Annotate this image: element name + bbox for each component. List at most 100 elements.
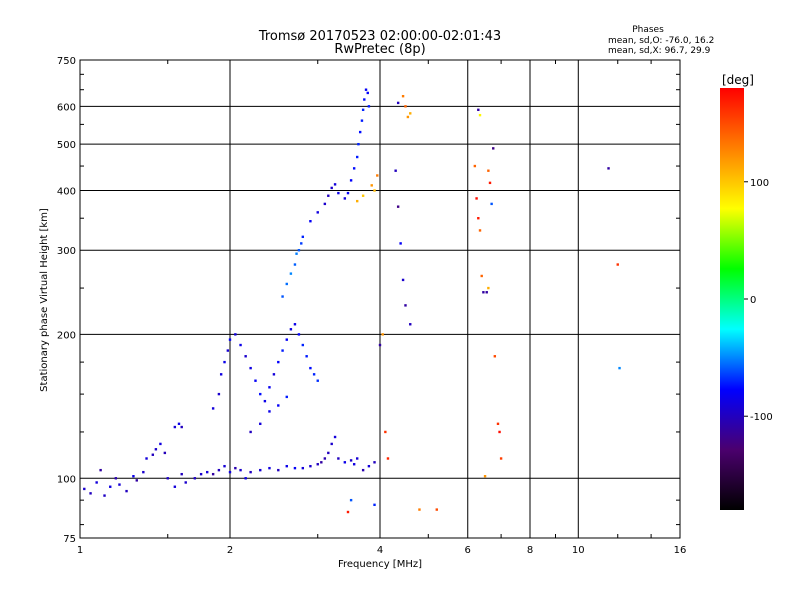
data-point [498,430,501,434]
data-point [376,174,379,177]
data-point [490,202,493,206]
data-point [289,272,293,275]
data-point [480,274,483,278]
data-point [177,422,181,426]
data-point [355,199,359,203]
data-point [475,197,478,200]
data-point [373,503,376,507]
x-tick-label: 16 [674,545,687,556]
data-point [125,489,128,493]
data-point [234,333,237,336]
data-point [373,461,376,464]
data-point [301,466,305,470]
data-point [226,349,230,352]
data-point [228,470,232,474]
data-point [316,379,319,382]
data-point [159,442,162,446]
data-point [99,468,102,472]
data-point [349,179,353,182]
data-point [184,481,187,484]
data-point [352,463,356,466]
data-point [205,470,209,474]
data-point [396,205,400,208]
data-point [103,494,106,497]
data-point [478,229,482,232]
data-point [346,191,350,195]
data-point [346,510,350,514]
y-axis-ticks: 75 100 200 300 400 500 600 750 [57,56,680,545]
y-tick-label: 75 [63,534,76,545]
data-point [337,457,340,460]
colorbar [720,88,744,510]
data-point [154,448,158,451]
data-point [409,323,412,326]
data-point [349,459,353,462]
data-point [193,477,197,480]
data-point [173,485,177,488]
data-point [316,463,319,466]
x-tick-label: 2 [227,545,233,556]
data-point [309,366,312,370]
data-point [249,470,252,474]
data-point [114,477,118,480]
data-point [277,468,280,472]
data-point [285,464,288,468]
data-point [309,220,312,223]
y-tick-label: 300 [57,246,76,257]
data-point [394,169,397,172]
data-point [360,119,364,122]
data-point [163,451,167,455]
data-point [399,242,402,245]
data-point [268,386,271,389]
x-axis-label: Frequency [MHz] [338,559,422,570]
data-point [293,323,297,326]
data-point [285,282,288,286]
data-point [477,217,480,220]
data-point [295,252,298,255]
data-point [485,291,488,294]
data-point [435,508,438,511]
data-point [259,468,262,472]
y-tick-label: 200 [57,330,76,341]
phases-o-stats: mean, sd,O: -76.0, 16.2 [608,36,714,46]
data-point [349,498,353,502]
data-point [263,399,267,403]
data-point [327,194,330,197]
data-point [333,183,337,186]
data-point [249,366,252,370]
chart-title: Tromsø 20170523 02:00:00-02:01:43 [258,29,501,44]
data-point [363,98,366,101]
data-point [496,422,500,426]
data-point [254,379,257,382]
data-point [330,442,333,446]
data-point [268,466,271,470]
data-point [151,453,155,456]
data-point [180,472,183,476]
colorbar-tick-label: -100 [750,412,773,423]
data-point [618,366,621,370]
y-axis-label: Stationary phase Virtual Height [km] [39,208,50,392]
data-point [89,492,92,495]
data-point [499,457,503,460]
data-point [223,360,226,364]
data-point [327,451,330,455]
data-point [239,343,242,347]
data-point [312,373,316,376]
phases-x-stats: mean, sd,X: 96.7, 29.9 [608,46,711,56]
data-point [199,472,203,476]
data-point [180,425,183,429]
data-point [361,194,365,197]
data-point [145,457,148,460]
y-tick-label: 400 [57,186,76,197]
y-tick-label: 500 [57,140,76,151]
data-point [228,338,232,341]
data-point [301,343,305,347]
data-point [333,435,337,439]
data-point [409,112,412,115]
data-point [239,468,242,472]
data-point [361,468,365,472]
data-point [142,470,145,474]
data-point [477,108,480,112]
data-point [492,147,495,150]
